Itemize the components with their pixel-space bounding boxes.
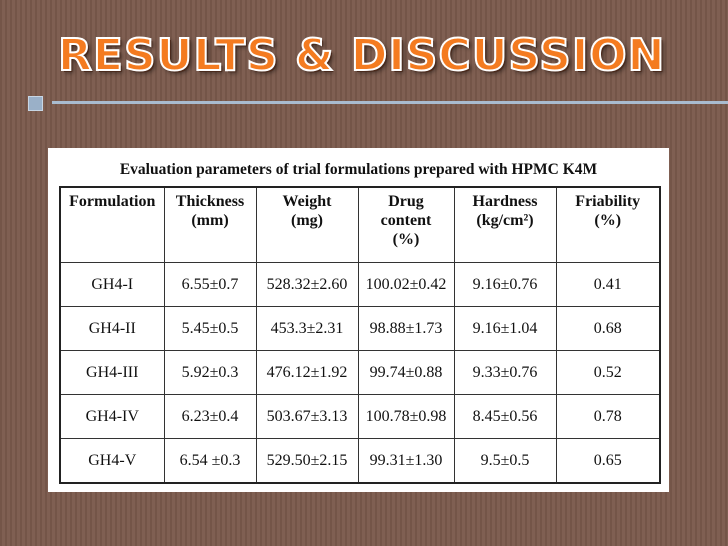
table-cell: GH4-IV (59, 394, 165, 439)
header-thickness: Thickness (mm) (163, 186, 257, 263)
table-row: GH4-II 5.45±0.5 453.3±2.31 98.88±1.73 9.… (59, 306, 661, 351)
table-cell: 100.78±0.98 (357, 394, 455, 439)
slide-title: RESULTS & DISCUSSION (57, 29, 666, 82)
table-cell: 6.23±0.4 (163, 394, 257, 439)
header-text: Drug (388, 193, 424, 210)
table-cell: 5.45±0.5 (163, 306, 257, 351)
table-cell: 9.16±1.04 (453, 306, 557, 351)
accent-square-icon (28, 96, 43, 111)
table-cell: 0.68 (555, 306, 661, 351)
table-cell: 0.78 (555, 394, 661, 439)
table-cell: 6.54 ±0.3 (163, 438, 257, 484)
table-header-row: Formulation Thickness (mm) Weight (mg) D… (59, 186, 661, 263)
table-cell: 476.12±1.92 (255, 350, 359, 395)
table-cell: 8.45±0.56 (453, 394, 557, 439)
table-row: GH4-V 6.54 ±0.3 529.50±2.15 99.31±1.30 9… (59, 438, 661, 484)
table-cell: 99.74±0.88 (357, 350, 455, 395)
table-cell: 100.02±0.42 (357, 262, 455, 307)
table-cell: 9.5±0.5 (453, 438, 557, 484)
table-row: GH4-IV 6.23±0.4 503.67±3.13 100.78±0.98 … (59, 394, 661, 439)
header-text: Formulation (69, 193, 156, 210)
accent-divider (52, 101, 728, 104)
header-unit: (mg) (291, 212, 323, 229)
header-friability: Friability (%) (555, 186, 661, 263)
table-row: GH4-III 5.92±0.3 476.12±1.92 99.74±0.88 … (59, 350, 661, 395)
header-unit: (mm) (191, 212, 229, 229)
table-cell: GH4-II (59, 306, 165, 351)
table-cell: 0.41 (555, 262, 661, 307)
table-cell: 6.55±0.7 (163, 262, 257, 307)
header-formulation: Formulation (59, 186, 165, 263)
table-cell: 9.16±0.76 (453, 262, 557, 307)
table-cell: 528.32±2.60 (255, 262, 359, 307)
header-unit: (%) (594, 212, 622, 229)
table-card: Evaluation parameters of trial formulati… (48, 148, 669, 492)
evaluation-table: Formulation Thickness (mm) Weight (mg) D… (59, 186, 661, 484)
header-text: Hardness (472, 193, 538, 210)
table-cell: 9.33±0.76 (453, 350, 557, 395)
header-unit: (kg/cm²) (476, 212, 534, 229)
table-cell: GH4-V (59, 438, 165, 484)
header-drug-content: Drug content (%) (357, 186, 455, 263)
table-cell: 0.52 (555, 350, 661, 395)
header-text: Friability (575, 193, 641, 210)
table-cell: 503.67±3.13 (255, 394, 359, 439)
table-cell: GH4-I (59, 262, 165, 307)
table-cell: 5.92±0.3 (163, 350, 257, 395)
header-text: Weight (282, 193, 332, 210)
table-cell: 98.88±1.73 (357, 306, 455, 351)
header-text: Thickness (175, 193, 245, 210)
table-row: GH4-I 6.55±0.7 528.32±2.60 100.02±0.42 9… (59, 262, 661, 307)
header-unit: (%) (392, 231, 420, 248)
header-text: content (380, 212, 432, 229)
table-cell: 453.3±2.31 (255, 306, 359, 351)
header-weight: Weight (mg) (255, 186, 359, 263)
table-cell: 529.50±2.15 (255, 438, 359, 484)
table-cell: GH4-III (59, 350, 165, 395)
table-cell: 0.65 (555, 438, 661, 484)
table-cell: 99.31±1.30 (357, 438, 455, 484)
header-hardness: Hardness (kg/cm²) (453, 186, 557, 263)
table-caption: Evaluation parameters of trial formulati… (119, 161, 598, 178)
